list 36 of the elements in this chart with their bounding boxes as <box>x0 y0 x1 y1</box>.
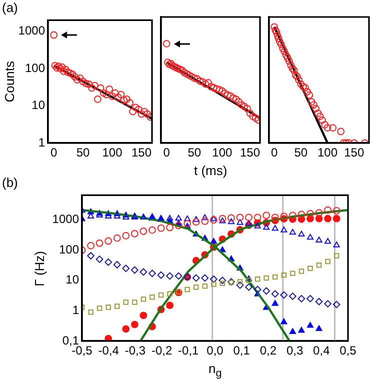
y-tick-label: 1 <box>38 135 46 150</box>
y-tick-label: 1000 <box>52 212 80 226</box>
text: (a) <box>2 0 18 15</box>
x-tick-label: 0,0 <box>206 344 224 358</box>
x-tick-label: 0,1 <box>233 344 250 358</box>
x-tick-label: 150 <box>240 146 260 160</box>
x-tick-label: 0,3 <box>286 344 304 358</box>
y-tick-label: 10 <box>66 272 80 287</box>
x-tick-label: 50 <box>188 146 202 160</box>
x-tick-label: 100 <box>102 146 123 160</box>
text: (b) <box>2 175 18 190</box>
x-tick-label: 0 <box>270 146 278 160</box>
y-axis-title: Counts <box>2 61 17 102</box>
x-tick-label: 50 <box>294 146 308 160</box>
y-tick-label: 100 <box>58 242 80 256</box>
x-tick-label: 100 <box>317 146 338 160</box>
x-tick-label: -0,1 <box>178 344 200 358</box>
y-tick-label: 100 <box>24 60 46 75</box>
x-tick-label: 150 <box>344 146 364 160</box>
x-tick-label: 150 <box>131 146 152 160</box>
x-tick-label: -0,2 <box>151 344 172 358</box>
x-tick-label: 50 <box>76 146 90 160</box>
x-tick-label: 0 <box>50 146 58 160</box>
x-tick-label: 0,4 <box>313 344 330 358</box>
x-tick-label: -0,4 <box>98 344 120 358</box>
x-tick-label: 0,2 <box>260 344 277 358</box>
x-tick-label: -0,3 <box>124 344 146 358</box>
x-axis-title: n$_{g}$ <box>208 361 222 380</box>
y-tick-label: 1 <box>72 303 80 318</box>
y-tick-label: 1000 <box>18 24 46 38</box>
x-tick-label: 100 <box>212 146 233 160</box>
y-tick-label: 10 <box>32 98 46 112</box>
x-tick-label: 0,5 <box>340 344 357 358</box>
y-axis-title: Γ (Hz) <box>32 250 47 286</box>
x-axis-title: t (ms) <box>194 163 228 178</box>
x-tick-label: 0 <box>163 146 170 160</box>
